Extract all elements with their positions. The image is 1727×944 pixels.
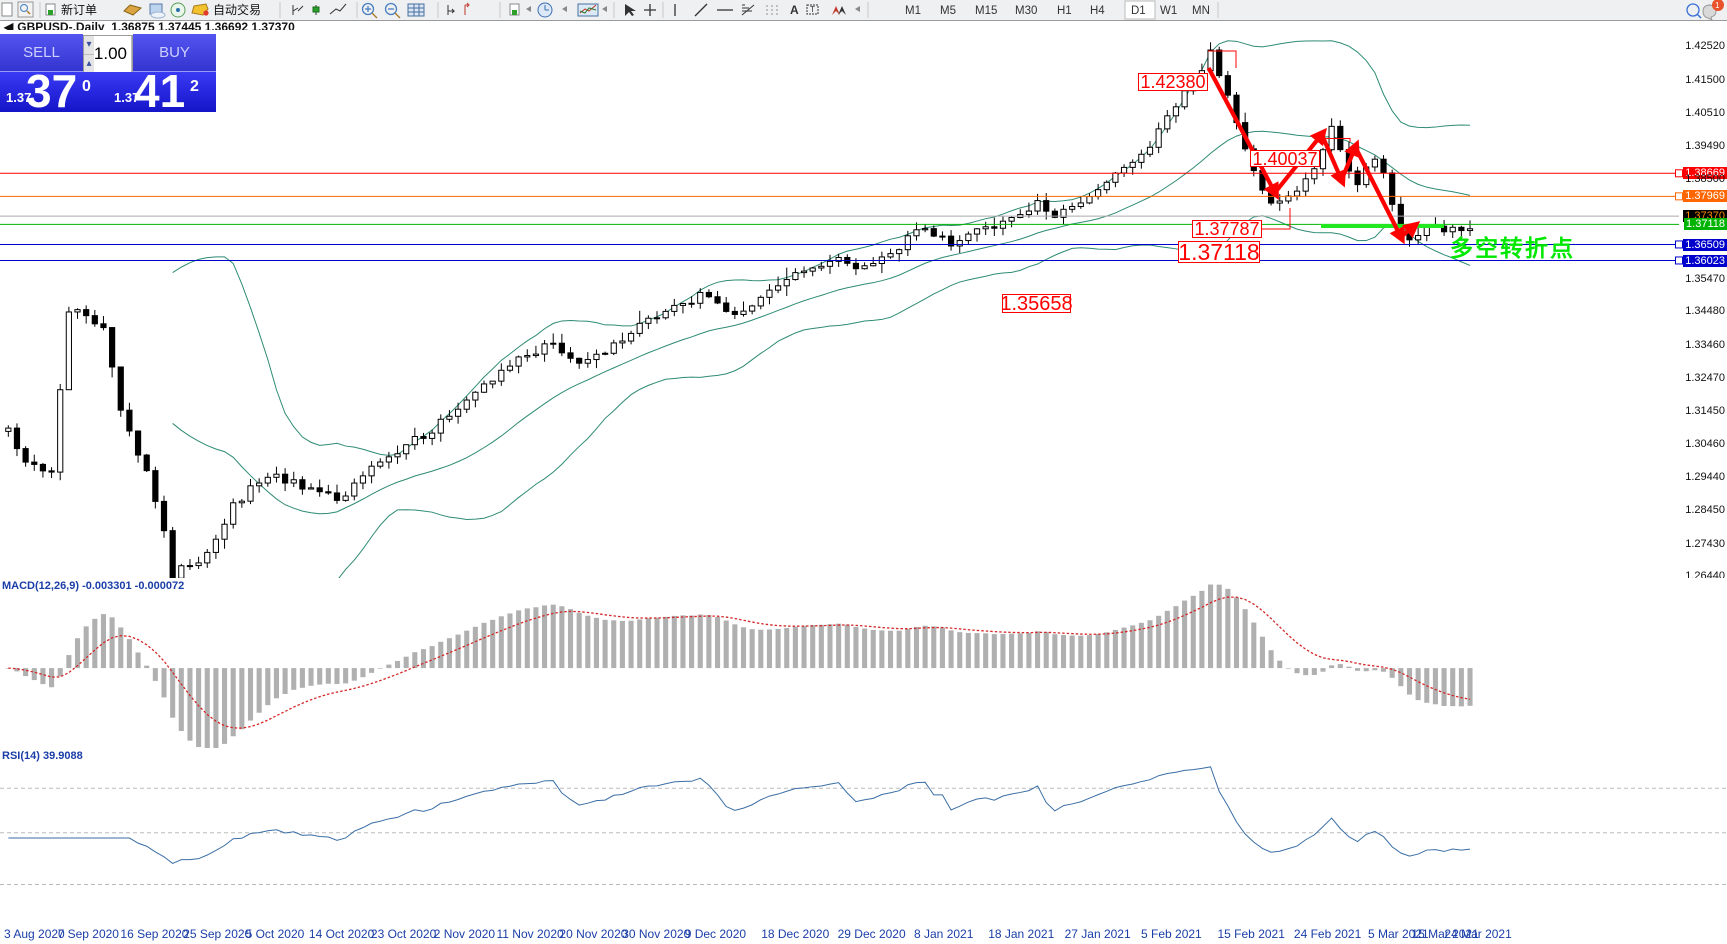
svg-text:MN: MN — [1192, 5, 1210, 17]
svg-text:自动交易: 自动交易 — [213, 2, 261, 17]
svg-text:1: 1 — [1715, 1, 1720, 10]
svg-text:M30: M30 — [1015, 5, 1037, 17]
svg-text:M1: M1 — [905, 5, 921, 17]
svg-text:M5: M5 — [940, 5, 956, 17]
svg-text:T: T — [810, 5, 815, 14]
svg-text:W1: W1 — [1160, 5, 1177, 17]
svg-text:D1: D1 — [1131, 5, 1146, 17]
svg-text:新订单: 新订单 — [61, 2, 97, 17]
svg-text:A: A — [790, 3, 799, 17]
svg-text:M15: M15 — [975, 5, 997, 17]
svg-text:H1: H1 — [1057, 5, 1072, 17]
svg-text:H4: H4 — [1090, 5, 1105, 17]
